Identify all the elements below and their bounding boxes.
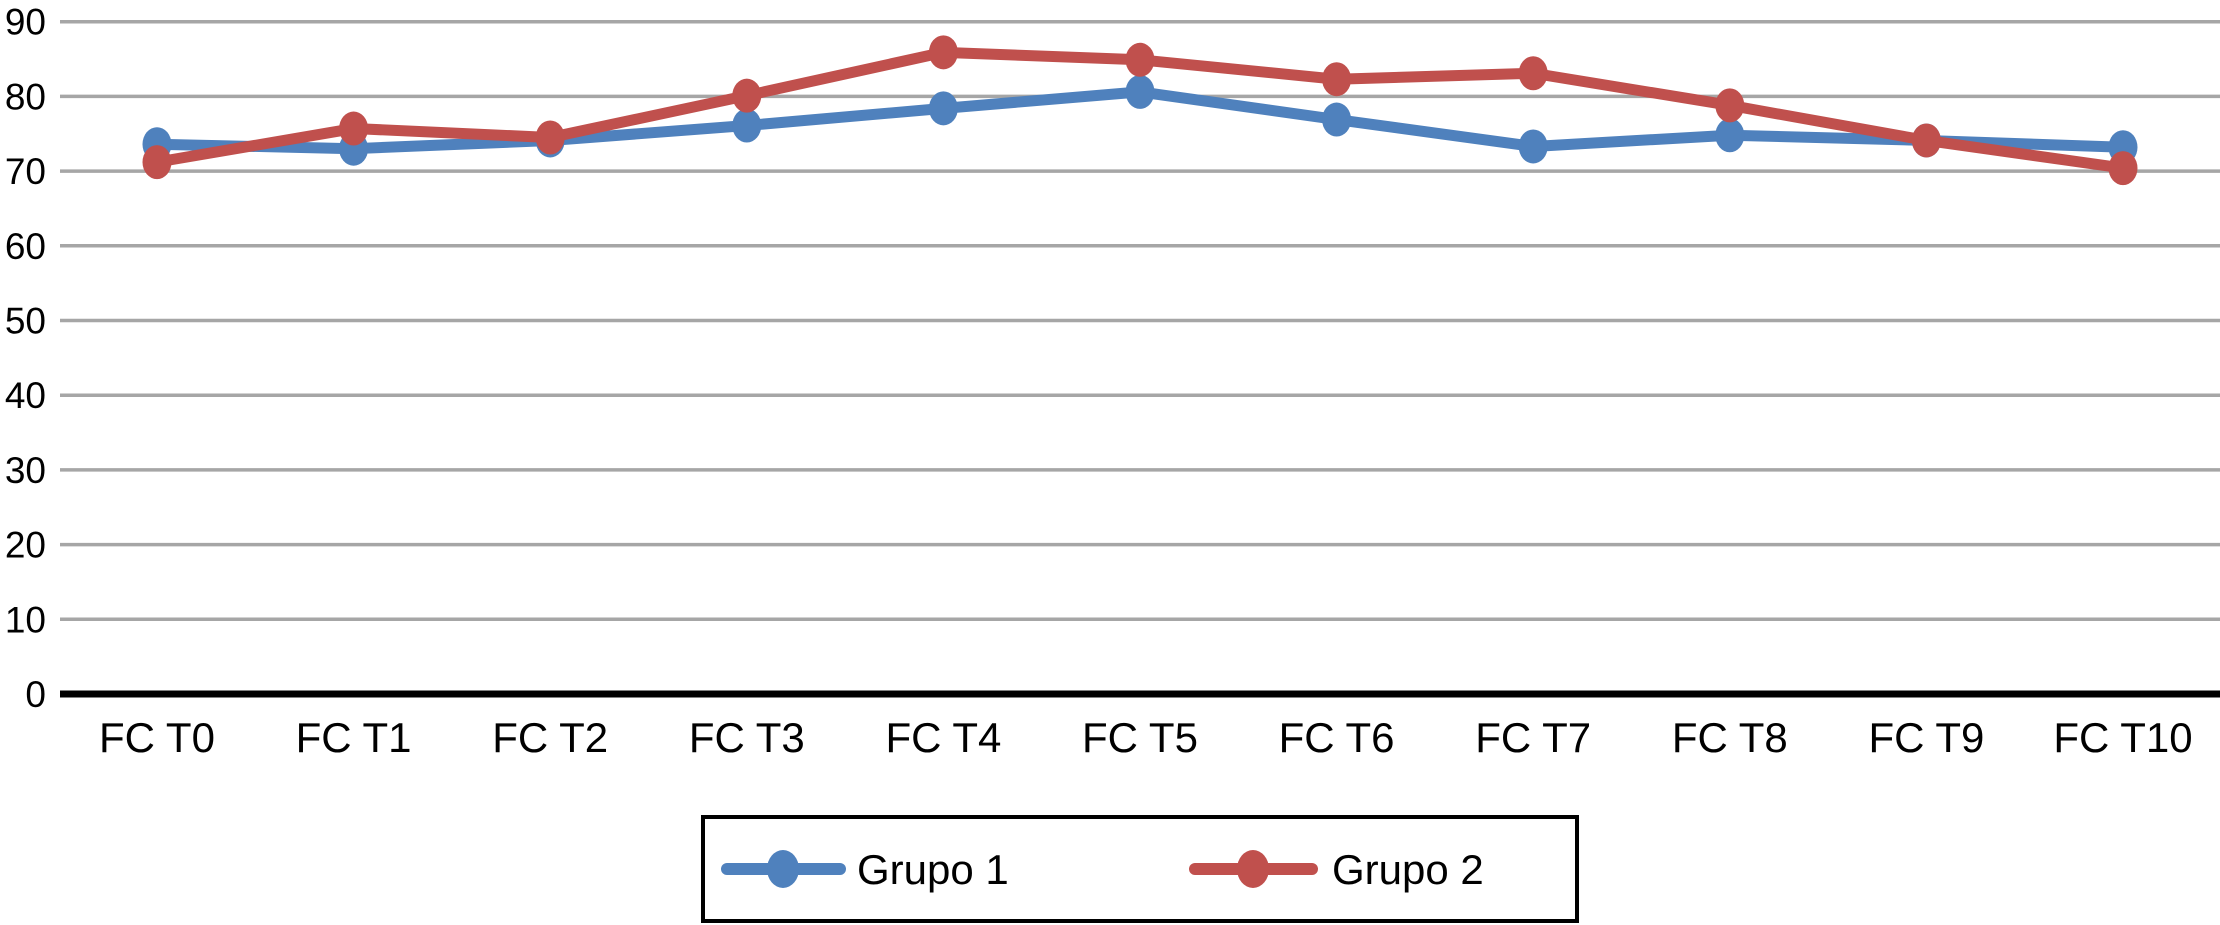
y-tick-label-0: 0 xyxy=(25,674,46,715)
x-tick-label-fc-t9: FC T9 xyxy=(1868,714,1984,761)
data-point-grupo-2-fc-t6 xyxy=(1322,62,1352,97)
x-tick-label-fc-t2: FC T2 xyxy=(492,714,608,761)
x-tick-label-fc-t1: FC T1 xyxy=(296,714,412,761)
y-tick-label-80: 80 xyxy=(5,76,46,117)
x-tick-label-fc-t4: FC T4 xyxy=(885,714,1001,761)
legend-swatch-marker-grupo-2 xyxy=(1237,850,1269,888)
data-point-grupo-1-fc-t8 xyxy=(1715,118,1745,153)
y-tick-label-70: 70 xyxy=(5,151,46,192)
x-tick-label-fc-t3: FC T3 xyxy=(689,714,805,761)
y-tick-label-30: 30 xyxy=(5,450,46,491)
y-tick-label-50: 50 xyxy=(5,301,46,342)
data-point-grupo-2-fc-t9 xyxy=(1911,123,1941,158)
data-point-grupo-2-fc-t7 xyxy=(1518,56,1548,91)
x-tick-label-fc-t10: FC T10 xyxy=(2053,714,2192,761)
legend-label-grupo-1: Grupo 1 xyxy=(857,846,1009,893)
legend-label-grupo-2: Grupo 2 xyxy=(1332,846,1484,893)
data-point-grupo-1-fc-t4 xyxy=(928,91,958,126)
x-tick-label-fc-t5: FC T5 xyxy=(1082,714,1198,761)
data-point-grupo-2-fc-t2 xyxy=(535,120,565,155)
y-tick-label-90: 90 xyxy=(5,2,46,43)
y-tick-label-10: 10 xyxy=(5,599,46,640)
data-point-grupo-2-fc-t0 xyxy=(142,145,172,180)
data-point-grupo-2-fc-t8 xyxy=(1715,88,1745,123)
x-tick-label-fc-t7: FC T7 xyxy=(1475,714,1591,761)
data-point-grupo-1-fc-t6 xyxy=(1322,102,1352,137)
data-point-grupo-2-fc-t3 xyxy=(732,78,762,113)
y-tick-label-60: 60 xyxy=(5,226,46,267)
y-tick-label-20: 20 xyxy=(5,525,46,566)
x-tick-label-fc-t6: FC T6 xyxy=(1279,714,1395,761)
legend-swatch-marker-grupo-1 xyxy=(767,850,799,888)
y-tick-label-40: 40 xyxy=(5,375,46,416)
x-tick-label-fc-t8: FC T8 xyxy=(1672,714,1788,761)
data-point-grupo-2-fc-t10 xyxy=(2108,151,2138,186)
data-point-grupo-1-fc-t3 xyxy=(732,108,762,143)
data-point-grupo-1-fc-t7 xyxy=(1518,129,1548,164)
data-point-grupo-1-fc-t5 xyxy=(1125,74,1155,109)
legend: Grupo 1 Grupo 2 xyxy=(701,815,1579,923)
data-point-grupo-2-fc-t5 xyxy=(1125,42,1155,77)
x-tick-label-fc-t0: FC T0 xyxy=(99,714,215,761)
data-point-grupo-2-fc-t1 xyxy=(339,111,369,146)
legend-box xyxy=(701,815,1579,923)
data-point-grupo-2-fc-t4 xyxy=(928,35,958,70)
series-grupo-2 xyxy=(142,35,2138,186)
